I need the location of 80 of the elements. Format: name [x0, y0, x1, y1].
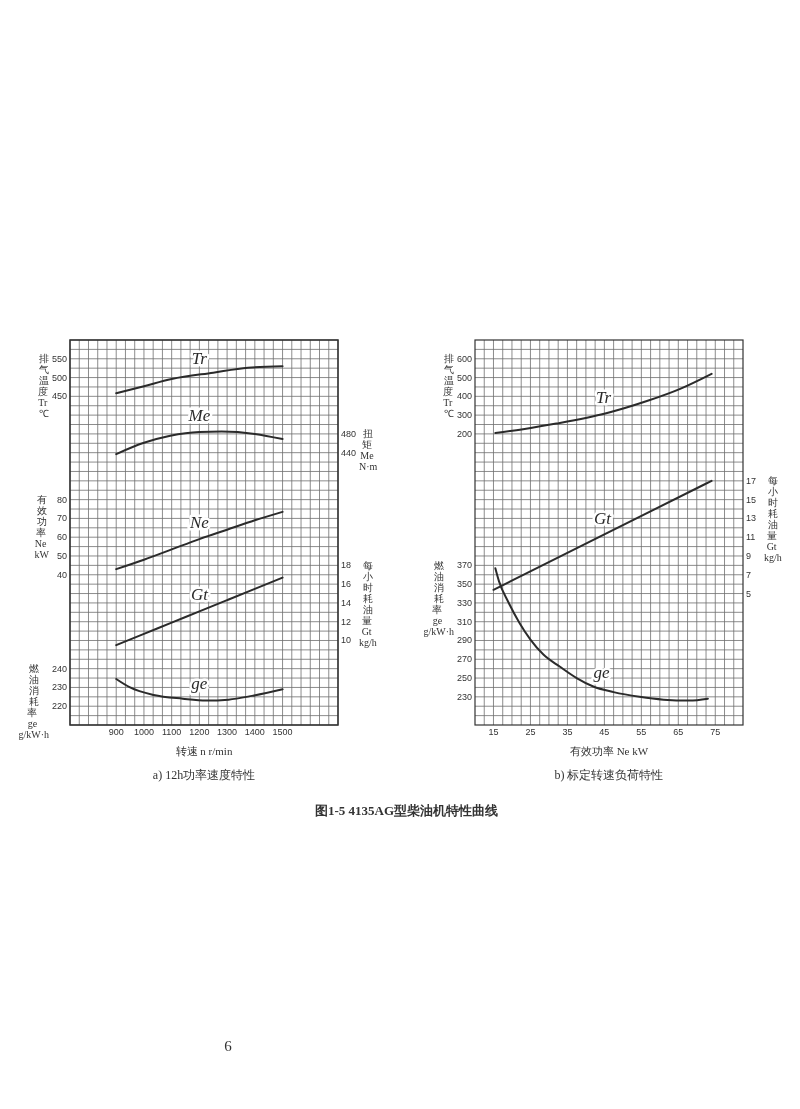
line-series [115, 510, 284, 571]
y2-tick-label: 18 [341, 560, 352, 571]
line-series [115, 365, 284, 395]
series-label: ge [191, 674, 208, 694]
line-series [115, 430, 284, 456]
y-tick-label: 230 [456, 691, 472, 702]
y-tick-label: 370 [456, 560, 472, 571]
y3-tick-label: 400 [456, 391, 472, 402]
y-tick-label: 250 [456, 673, 472, 684]
series-label: Tr [191, 348, 208, 368]
y2-tick-label: 15 [746, 494, 757, 505]
y2-tick-label: 440 [341, 447, 357, 458]
x-tick-label: 55 [636, 727, 647, 737]
y3-tick-label: 500 [456, 372, 472, 383]
x-tick-label: 15 [488, 727, 499, 737]
x-tick-label: 1100 [161, 727, 182, 737]
y2-tick-label: 12 [341, 616, 352, 627]
y2-tick-label: 7 [746, 569, 752, 580]
caption: 图1-5 4135AG型柴油机特性曲线 [314, 803, 499, 818]
y2-tick-label: 10 [341, 635, 352, 646]
y3-tick-label: 500 [51, 372, 67, 383]
series-label: Ne [188, 513, 210, 533]
x-tick-label: 1400 [244, 727, 265, 737]
y-tick-label: 70 [56, 513, 67, 524]
y-axis-title: 有效功率 Ne kW [34, 494, 50, 561]
x-tick-label: 1000 [133, 727, 154, 737]
x-tick-label: 1500 [272, 727, 293, 737]
text: b) 标定转速负荷特性 [554, 768, 664, 782]
y3-axis-title: 排气温度 Tr ℃ [37, 353, 51, 420]
y-tick-label: 220 [51, 701, 67, 712]
text: 6 [224, 1038, 233, 1054]
y2-tick-label: 5 [746, 588, 752, 599]
line-series [115, 576, 284, 647]
y3-tick-label: 450 [51, 391, 67, 402]
y2-tick-label: 17 [746, 475, 757, 486]
y-tick-label: 290 [456, 635, 472, 646]
y3-tick-label: 550 [51, 353, 67, 364]
y-tick-label: 50 [56, 550, 67, 561]
line-series [115, 677, 284, 702]
y2-axis-title: 扭矩 Me N·m [359, 428, 378, 473]
y2-tick-label: 14 [341, 597, 352, 608]
line-series [494, 372, 713, 434]
y3-tick-label: 300 [456, 410, 472, 421]
series-label: ge [593, 662, 611, 682]
y2-tick-label: 9 [746, 550, 752, 561]
y-tick-label: 330 [456, 597, 472, 608]
y2-axis-title: 每小时耗油量 Gt kg/h [359, 559, 377, 648]
y-tick-label: 270 [456, 654, 472, 665]
y-tick-label: 310 [456, 616, 472, 627]
series-label: Gt [594, 509, 613, 529]
x-tick-label: 900 [108, 727, 124, 737]
text: a) 12h功率速度特性 [152, 768, 256, 782]
x-tick-label: 45 [599, 727, 610, 737]
series-label: Me [187, 406, 211, 426]
x-tick-label: 75 [710, 727, 721, 737]
x-tick-label: 35 [562, 727, 573, 737]
y2-tick-label: 13 [746, 513, 757, 524]
x-tick-label: 1300 [217, 727, 238, 737]
y3-tick-label: 200 [456, 428, 472, 439]
x-axis-title: 有效功率 Ne kW [569, 745, 649, 757]
y-axis-title: 燃油消耗率 ge g/kW·h [18, 663, 49, 741]
y3-tick-label: 600 [456, 353, 472, 364]
y-tick-label: 230 [51, 682, 67, 693]
x-tick-label: 25 [525, 727, 536, 737]
x-tick-label: 1200 [189, 727, 210, 737]
y2-tick-label: 480 [341, 428, 357, 439]
y-tick-label: 60 [56, 532, 67, 543]
y-tick-label: 40 [56, 569, 67, 580]
y-axis-title: 燃油消耗率 ge g/kW·h [423, 559, 454, 637]
y-tick-label: 240 [51, 663, 67, 674]
y2-tick-label: 11 [746, 532, 756, 543]
y2-axis-title: 每小时耗油量 Gt kg/h [764, 475, 782, 564]
y-tick-label: 80 [56, 494, 67, 505]
y3-axis-title: 排气温度 Tr ℃ [442, 353, 456, 420]
y2-tick-label: 16 [341, 579, 352, 590]
y-tick-label: 350 [456, 579, 472, 590]
series-label: Gt [190, 585, 210, 605]
series-label: Tr [595, 387, 612, 407]
x-tick-label: 65 [673, 727, 684, 737]
x-axis-title: 转速 n r/min [175, 745, 233, 757]
